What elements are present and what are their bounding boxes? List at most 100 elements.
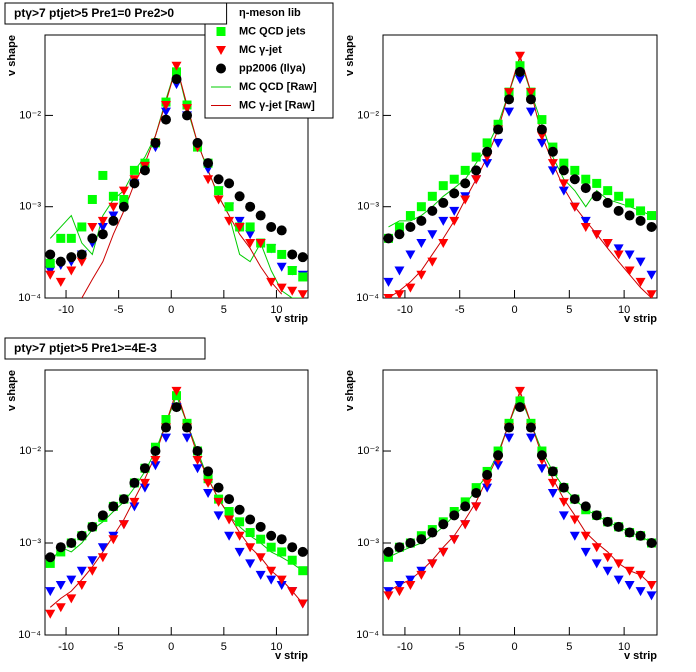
- marker: [536, 131, 547, 141]
- marker: [591, 559, 602, 569]
- marker: [276, 575, 287, 585]
- marker: [234, 531, 245, 541]
- marker: [129, 178, 140, 189]
- marker: [150, 455, 161, 465]
- marker: [504, 88, 515, 98]
- y-tick-label: 10⁻²: [357, 445, 379, 457]
- marker: [45, 552, 56, 563]
- legend-label: MC γ-jet [Raw]: [239, 99, 315, 111]
- marker: [224, 515, 235, 525]
- marker: [515, 61, 525, 71]
- marker: [276, 580, 287, 590]
- x-tick-label: -5: [114, 641, 124, 653]
- marker: [276, 534, 287, 545]
- marker: [394, 266, 405, 276]
- x-tick-label: -10: [58, 641, 74, 653]
- marker: [569, 515, 580, 525]
- marker: [394, 587, 405, 597]
- marker: [646, 538, 657, 549]
- marker: [277, 249, 287, 259]
- marker: [297, 599, 308, 609]
- marker: [482, 159, 493, 169]
- marker: [438, 519, 449, 530]
- marker: [624, 210, 635, 221]
- marker: [87, 233, 98, 244]
- marker: [55, 256, 66, 267]
- marker: [624, 566, 635, 576]
- marker: [493, 119, 503, 129]
- marker: [245, 514, 256, 525]
- marker: [438, 216, 449, 226]
- marker: [515, 75, 525, 85]
- marker: [119, 194, 129, 204]
- marker: [192, 464, 203, 474]
- marker: [580, 547, 591, 557]
- marker: [580, 183, 591, 194]
- marker: [129, 497, 140, 507]
- marker: [383, 546, 394, 557]
- marker: [245, 543, 256, 553]
- marker: [171, 386, 182, 396]
- marker: [224, 202, 234, 212]
- marker: [255, 210, 266, 221]
- marker: [624, 580, 635, 590]
- marker: [256, 534, 266, 544]
- marker: [581, 174, 591, 184]
- marker: [108, 215, 119, 226]
- marker: [129, 502, 140, 512]
- marker: [602, 239, 613, 249]
- x-tick-label: 10: [270, 641, 282, 653]
- marker: [160, 433, 171, 443]
- x-tick-label: 10: [270, 304, 282, 316]
- marker: [171, 61, 182, 71]
- marker: [287, 266, 297, 276]
- marker: [591, 510, 602, 521]
- marker: [224, 216, 235, 226]
- y-tick-label: 10⁻³: [357, 201, 379, 213]
- marker: [591, 543, 602, 553]
- marker: [482, 138, 492, 148]
- marker: [87, 566, 98, 576]
- marker: [602, 516, 613, 527]
- marker: [493, 138, 504, 148]
- marker: [613, 205, 624, 216]
- marker: [235, 517, 245, 527]
- y-axis-label: v shape: [344, 35, 356, 76]
- marker: [613, 559, 624, 569]
- marker: [460, 520, 471, 530]
- marker: [525, 88, 536, 98]
- marker: [234, 191, 245, 202]
- marker: [297, 290, 308, 298]
- marker: [504, 422, 515, 433]
- marker: [536, 138, 547, 148]
- marker: [405, 250, 416, 260]
- y-tick-label: 10⁻³: [19, 201, 41, 213]
- marker: [394, 580, 405, 590]
- marker: [118, 186, 129, 196]
- marker: [108, 191, 118, 201]
- marker: [636, 206, 646, 216]
- marker: [266, 221, 277, 232]
- marker: [635, 530, 646, 541]
- marker: [569, 174, 580, 185]
- marker: [245, 201, 256, 212]
- marker: [213, 482, 224, 493]
- marker: [603, 186, 613, 196]
- x-tick-label: 10: [618, 641, 630, 653]
- marker: [66, 594, 77, 604]
- marker: [383, 591, 394, 601]
- marker: [245, 559, 256, 569]
- marker: [471, 175, 482, 185]
- marker: [427, 191, 437, 201]
- chart-title: ptγ>7 ptjet>5 Pre1=0 Pre2>0: [14, 6, 174, 20]
- marker: [580, 531, 591, 541]
- marker: [255, 239, 266, 249]
- chart-title: ptγ>7 ptjet>5 Pre1>=4E-3: [14, 341, 157, 355]
- marker: [570, 165, 580, 175]
- marker: [160, 422, 171, 433]
- x-tick-label: 5: [221, 641, 227, 653]
- marker: [276, 262, 287, 272]
- marker: [547, 466, 558, 477]
- marker: [646, 591, 657, 601]
- marker: [613, 521, 624, 532]
